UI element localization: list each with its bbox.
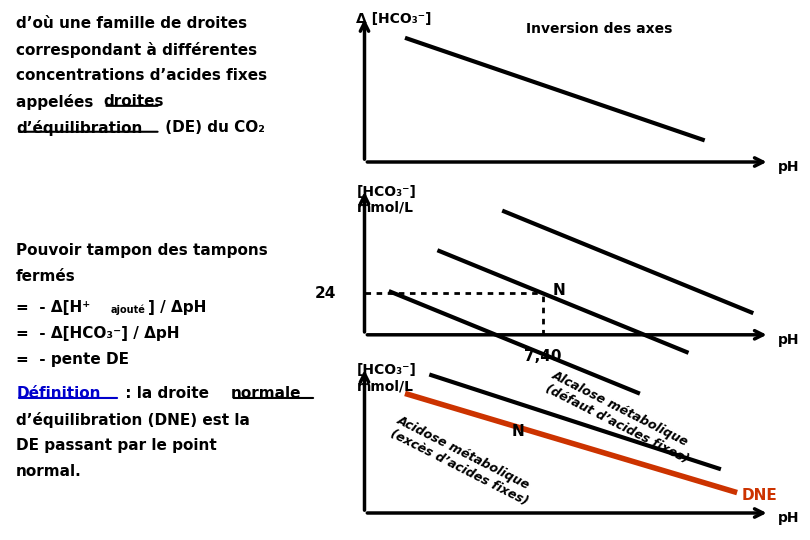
Text: d’où une famille de droites: d’où une famille de droites xyxy=(16,16,247,31)
Text: 24: 24 xyxy=(315,286,336,301)
Text: droites: droites xyxy=(104,94,164,109)
Text: Définition: Définition xyxy=(16,386,100,401)
Text: correspondant à différentes: correspondant à différentes xyxy=(16,42,258,58)
Text: d’équilibration: d’équilibration xyxy=(16,120,143,136)
Text: DE passant par le point: DE passant par le point xyxy=(16,438,217,453)
Text: fermés: fermés xyxy=(16,269,76,284)
Text: ajouté: ajouté xyxy=(110,305,145,315)
Text: 7,40: 7,40 xyxy=(524,349,561,364)
Text: [HCO₃⁻]: [HCO₃⁻] xyxy=(356,363,416,377)
Text: concentrations d’acides fixes: concentrations d’acides fixes xyxy=(16,68,267,83)
Text: pH: pH xyxy=(778,333,799,347)
Text: Acidose métabolique
(excès d’acides fixes): Acidose métabolique (excès d’acides fixe… xyxy=(388,414,537,508)
Text: mmol/L: mmol/L xyxy=(356,379,413,393)
Text: =  - pente DE: = - pente DE xyxy=(16,352,130,367)
Text: normal.: normal. xyxy=(16,464,82,479)
Text: [HCO₃⁻]: [HCO₃⁻] xyxy=(356,185,416,199)
Text: mmol/L: mmol/L xyxy=(356,201,413,215)
Text: normale: normale xyxy=(231,386,301,401)
Text: ] / ΔpH: ] / ΔpH xyxy=(148,300,207,315)
Text: : la droite: : la droite xyxy=(120,386,214,401)
Text: Pouvoir tampon des tampons: Pouvoir tampon des tampons xyxy=(16,243,268,258)
Text: DNE: DNE xyxy=(741,488,777,503)
Text: Alcalose métabolique
(défaut d’acides fixes): Alcalose métabolique (défaut d’acides fi… xyxy=(543,368,697,465)
Text: N: N xyxy=(512,424,525,439)
Text: (DE) du CO₂: (DE) du CO₂ xyxy=(160,120,265,135)
Text: pH: pH xyxy=(778,511,799,525)
Text: Δ [HCO₃⁻]: Δ [HCO₃⁻] xyxy=(356,12,432,26)
Text: Inversion des axes: Inversion des axes xyxy=(526,22,673,36)
Text: appelées: appelées xyxy=(16,94,99,110)
Text: pH: pH xyxy=(778,160,799,174)
Text: =  - Δ[HCO₃⁻] / ΔpH: = - Δ[HCO₃⁻] / ΔpH xyxy=(16,326,180,341)
Text: d’équilibration (DNE) est la: d’équilibration (DNE) est la xyxy=(16,412,250,428)
Text: =  - Δ[H⁺: = - Δ[H⁺ xyxy=(16,300,91,315)
Text: N: N xyxy=(552,283,565,298)
